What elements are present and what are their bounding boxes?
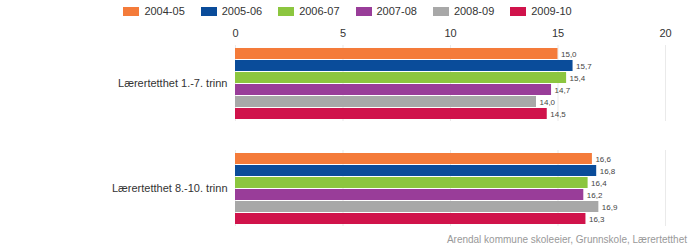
html-text:2007-08: 2007-08 [376,5,417,17]
html-text:Arendal kommune skoleeier, Gru: Arendal kommune skoleeier, Grunnskole, L… [446,234,687,245]
svg-text:10: 10 [444,27,456,39]
svg-text:0: 0 [232,27,238,39]
svg-text:15,7: 15,7 [576,62,592,71]
svg-text:16,3: 16,3 [589,215,605,224]
svg-text:14,0: 14,0 [540,98,556,107]
svg-text:15,0: 15,0 [561,50,577,59]
svg-text:16,2: 16,2 [587,191,603,200]
svg-text:15: 15 [552,27,564,39]
svg-text:14,7: 14,7 [555,86,571,95]
html-text:2005-06: 2005-06 [221,5,263,17]
svg-text:20: 20 [659,27,671,39]
html-text:2004-05: 2004-05 [144,5,185,17]
svg-text:5: 5 [340,27,346,39]
svg-text:16,6: 16,6 [595,155,611,164]
svg-text:Lærertetthet 8.-10. trinn: Lærertetthet 8.-10. trinn [112,182,228,194]
svg-text:Lærertetthet 1.-7. trinn: Lærertetthet 1.-7. trinn [118,77,227,89]
svg-text:16,9: 16,9 [602,203,618,212]
html-text:2009-10: 2009-10 [531,5,572,17]
svg-text:16,8: 16,8 [600,167,616,176]
svg-text:15,4: 15,4 [570,74,586,83]
svg-text:16,4: 16,4 [591,179,607,188]
html-text:2008-09: 2008-09 [453,5,495,17]
svg-text:14,5: 14,5 [550,110,566,119]
html-text:2006-07: 2006-07 [299,5,340,17]
